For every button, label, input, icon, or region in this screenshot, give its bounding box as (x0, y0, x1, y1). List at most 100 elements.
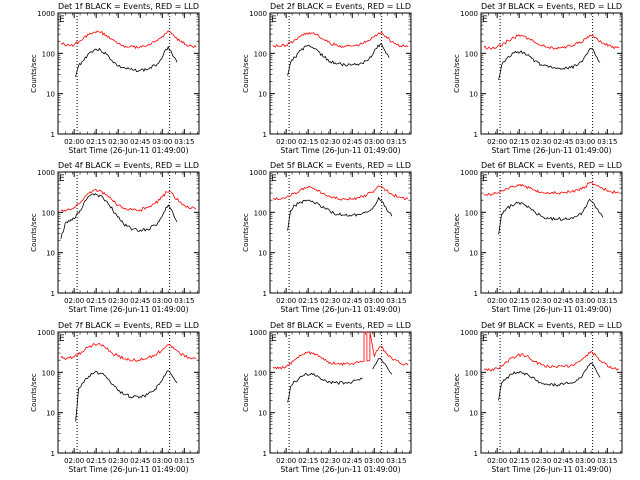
chart-title: Det 6f BLACK = Events, RED = LLD (481, 161, 622, 170)
y-axis-label: Counts/sec (242, 213, 250, 252)
y-tick-label: 1000 (249, 10, 267, 18)
x-tick-label: 02:45 (130, 138, 150, 146)
chart-title: Det 1f BLACK = Events, RED = LLD (58, 2, 199, 11)
y-tick-label: 100 (42, 369, 55, 377)
y-axis-label: Counts/sec (453, 213, 461, 252)
events-series-line (287, 43, 390, 76)
x-tick-label: 02:45 (553, 297, 573, 305)
plot-frame (480, 171, 623, 294)
y-tick-label: 1 (474, 290, 478, 298)
x-axis-label: Start Time (26-Jun-11 01:49:00) (69, 305, 189, 314)
plot-frame (57, 331, 200, 454)
lld-series-line (272, 31, 409, 49)
x-axis-label: Start Time (26-Jun-11 01:49:00) (281, 305, 401, 314)
y-tick-label: 10 (258, 91, 267, 99)
corner-label: E (59, 174, 65, 184)
corner-label: E (59, 15, 65, 25)
plot-frame (480, 331, 623, 454)
y-axis-label: Counts/sec (453, 373, 461, 412)
x-tick-label: 02:00 (487, 457, 507, 465)
x-tick-label: 02:30 (320, 457, 340, 465)
y-tick-label: 100 (465, 369, 478, 377)
chart-panel: Det 2f BLACK = Events, RED = LLD E 1 10 100 1… (242, 2, 412, 155)
x-tick-label: 02:30 (531, 138, 551, 146)
chart-panel: Det 1f BLACK = Events, RED = LLD E 1 10 100 1… (30, 2, 200, 155)
x-tick-label: 03:15 (597, 138, 617, 146)
y-tick-label: 100 (42, 50, 55, 58)
chart-title: Det 2f BLACK = Events, RED = LLD (270, 2, 411, 11)
corner-label: E (271, 15, 277, 25)
x-tick-label: 03:15 (174, 457, 194, 465)
corner-label: E (271, 334, 277, 344)
x-tick-label: 02:00 (64, 457, 84, 465)
x-tick-label: 02:45 (553, 138, 573, 146)
corner-label: E (482, 174, 488, 184)
y-tick-label: 1000 (37, 10, 55, 18)
x-tick-label: 03:15 (174, 138, 194, 146)
y-tick-label: 1000 (460, 329, 478, 337)
events-series-line (60, 193, 178, 239)
chart-panel: Det 4f BLACK = Events, RED = LLD E 1 10 100 1… (30, 161, 200, 314)
y-tick-label: 1000 (37, 329, 55, 337)
x-tick-label: 02:30 (108, 457, 128, 465)
y-tick-label: 10 (46, 250, 55, 258)
y-axis-label: Counts/sec (30, 373, 38, 412)
lld-series-line (272, 185, 409, 201)
x-tick-label: 03:15 (386, 138, 406, 146)
events-series-line (287, 196, 393, 231)
x-tick-label: 02:15 (298, 297, 318, 305)
x-axis-label: Start Time (26-Jun-11 01:49:00) (492, 465, 612, 474)
x-tick-label: 02:45 (130, 457, 150, 465)
chart-panel: Det 7f BLACK = Events, RED = LLD E 1 10 100 1… (30, 321, 200, 474)
events-series-line (372, 357, 393, 375)
chart-panel: Det 8f BLACK = Events, RED = LLD E 1 10 100 1… (242, 321, 412, 474)
x-tick-label: 03:15 (386, 297, 406, 305)
y-tick-label: 100 (254, 50, 267, 58)
y-tick-label: 1 (474, 450, 478, 458)
chart-title: Det 8f BLACK = Events, RED = LLD (270, 321, 411, 330)
x-tick-label: 03:15 (386, 457, 406, 465)
lld-series-line (483, 181, 620, 197)
chart-title: Det 5f BLACK = Events, RED = LLD (270, 161, 411, 170)
plot-frame (57, 12, 200, 135)
x-tick-label: 02:45 (342, 457, 362, 465)
plot-frame (269, 171, 412, 294)
x-tick-label: 02:30 (531, 297, 551, 305)
x-tick-label: 02:45 (342, 297, 362, 305)
y-tick-label: 100 (42, 209, 55, 217)
y-axis-label: Counts/sec (30, 213, 38, 252)
y-tick-label: 10 (258, 250, 267, 258)
x-tick-label: 02:00 (64, 297, 84, 305)
y-tick-label: 10 (46, 410, 55, 418)
y-tick-label: 1000 (460, 169, 478, 177)
chart-panel: Det 9f BLACK = Events, RED = LLD E 1 10 100 1… (453, 321, 623, 474)
y-tick-label: 100 (254, 369, 267, 377)
x-axis-label: Start Time (26-Jun-11 01:49:00) (492, 305, 612, 314)
y-tick-label: 100 (465, 50, 478, 58)
y-tick-label: 10 (469, 410, 478, 418)
x-tick-label: 02:30 (108, 297, 128, 305)
y-axis-label: Counts/sec (242, 373, 250, 412)
x-tick-label: 03:15 (597, 297, 617, 305)
x-tick-label: 03:00 (575, 297, 595, 305)
chart-title: Det 9f BLACK = Events, RED = LLD (481, 321, 622, 330)
lld-series-line (60, 343, 197, 362)
y-tick-label: 1 (263, 450, 267, 458)
x-tick-label: 03:00 (575, 138, 595, 146)
lld-series-line (60, 188, 197, 212)
y-tick-label: 1000 (37, 169, 55, 177)
x-tick-label: 02:00 (487, 297, 507, 305)
corner-label: E (271, 174, 277, 184)
chart-title: Det 3f BLACK = Events, RED = LLD (481, 2, 622, 11)
x-axis-label: Start Time (26-Jun-11 01:49:00) (69, 465, 189, 474)
corner-label: E (482, 15, 488, 25)
corner-label: E (482, 334, 488, 344)
x-tick-label: 02:30 (108, 138, 128, 146)
y-tick-label: 10 (469, 91, 478, 99)
y-tick-label: 1 (474, 131, 478, 139)
x-tick-label: 03:00 (364, 138, 384, 146)
y-tick-label: 1 (51, 450, 55, 458)
y-tick-label: 100 (254, 209, 267, 217)
lld-series-line (483, 350, 620, 372)
